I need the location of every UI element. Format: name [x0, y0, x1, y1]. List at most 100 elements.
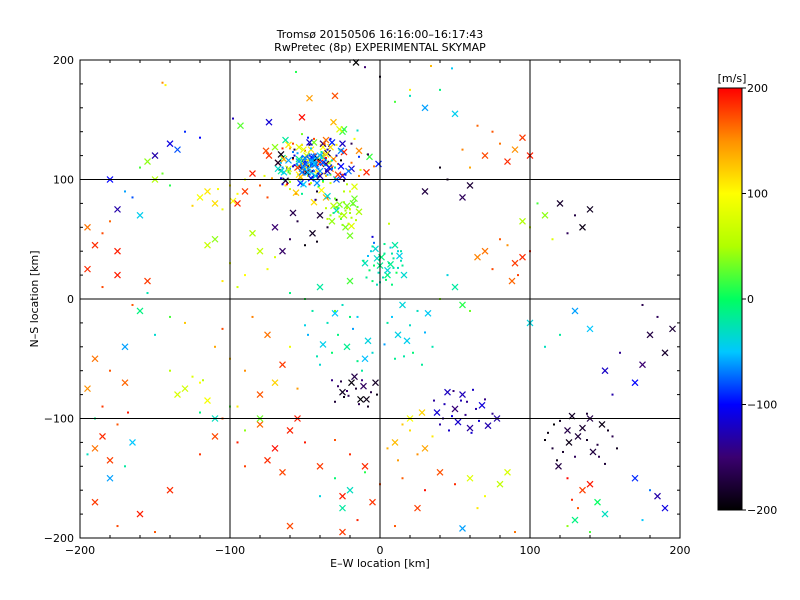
data-point-x [289, 209, 297, 217]
data-point-x [114, 205, 121, 213]
data-point-x [519, 134, 526, 142]
data-point-dot [236, 405, 239, 408]
data-point-dot [499, 142, 501, 145]
data-point-dot [352, 203, 354, 206]
data-point-dot [433, 399, 435, 402]
data-point-x [474, 253, 481, 261]
data-point-dot [619, 351, 621, 354]
data-point-dot [475, 407, 477, 410]
data-point-dot [335, 154, 338, 157]
data-point-dot [319, 363, 321, 366]
data-point-dot [484, 495, 486, 498]
data-point-dot [296, 152, 299, 155]
data-point-dot [131, 303, 134, 306]
data-point-dot [313, 153, 315, 156]
colorbar-label: [m/s] [718, 72, 747, 85]
data-point-dot [430, 64, 432, 67]
data-point-dot [314, 156, 317, 159]
data-point-dot [361, 379, 363, 382]
data-point-x [564, 427, 571, 434]
data-point-dot [109, 369, 111, 372]
data-point-dot [409, 88, 411, 91]
data-point-x [574, 433, 582, 440]
data-point-dot [289, 238, 291, 241]
data-point-dot [292, 165, 294, 168]
data-point-dot [301, 192, 303, 195]
data-point-x [249, 170, 256, 177]
data-point-dot [316, 190, 318, 193]
data-point-dot [604, 462, 606, 465]
data-point-x [300, 180, 307, 188]
data-point-x [346, 232, 354, 240]
data-point-x [433, 409, 441, 416]
data-point-dot [371, 351, 374, 354]
data-point-x [324, 192, 331, 200]
data-point-dot [334, 177, 336, 180]
data-point-x [565, 438, 573, 446]
data-point-x [151, 152, 159, 160]
colorbar-gradient [717, 87, 743, 511]
data-point-dot [304, 158, 306, 161]
data-point-dot [448, 429, 450, 432]
data-point-x [322, 136, 330, 144]
data-point-x [174, 146, 181, 154]
y-tick-label: −100 [44, 413, 74, 426]
data-point-x [121, 379, 129, 387]
data-point-dot [344, 209, 347, 212]
data-point-x [271, 223, 279, 231]
data-point-x [262, 147, 270, 155]
data-point-dot [308, 153, 311, 156]
data-point-dot [383, 343, 386, 346]
data-point-dot [280, 161, 282, 164]
data-point-dot [316, 355, 318, 358]
data-point-dot [307, 333, 309, 336]
data-point-dot [439, 88, 441, 91]
data-point-dot [574, 214, 576, 217]
data-point-x [481, 247, 489, 255]
data-point-dot [373, 165, 375, 168]
data-point-x [136, 510, 144, 518]
data-point-x [196, 194, 204, 201]
data-point-dot [556, 459, 558, 462]
data-point-dot [391, 283, 393, 286]
data-point-dot [304, 244, 306, 247]
data-point-x [114, 271, 121, 279]
data-point-x [346, 277, 354, 285]
data-point-x [84, 265, 91, 273]
data-point-dot [164, 84, 167, 87]
data-point-dot [199, 381, 201, 384]
data-point-x [121, 343, 129, 351]
data-point-x [211, 433, 219, 440]
data-point-dot [338, 215, 341, 218]
data-point-x [106, 456, 114, 464]
data-point-dot [412, 351, 414, 354]
data-point-x [400, 271, 408, 279]
data-point-x [589, 448, 597, 456]
data-point-x [414, 504, 421, 512]
x-tick-label: −100 [215, 544, 245, 557]
data-point-dot [320, 151, 323, 154]
data-point-dot [296, 164, 299, 167]
data-point-x [586, 325, 594, 333]
data-point-x [256, 247, 264, 255]
x-axis-label: E–W location [km] [330, 557, 430, 570]
data-point-dot [326, 196, 329, 199]
data-point-dot [385, 278, 387, 281]
data-point-dot [349, 453, 351, 456]
data-point-x [601, 367, 609, 375]
data-point-x [598, 421, 606, 428]
data-point-dot [311, 309, 314, 312]
data-point-x [519, 217, 526, 225]
data-point-dot [611, 393, 614, 396]
data-point-dot [161, 172, 164, 175]
data-point-x [306, 139, 313, 146]
data-point-dot [439, 166, 441, 169]
data-point-dot [392, 266, 395, 269]
data-point-x [274, 159, 282, 167]
data-point-dot [316, 240, 318, 243]
data-point-dot [308, 143, 311, 146]
data-point-x [91, 498, 99, 506]
data-point-dot [310, 161, 312, 164]
data-point-dot [341, 173, 344, 176]
data-point-dot [305, 162, 308, 165]
